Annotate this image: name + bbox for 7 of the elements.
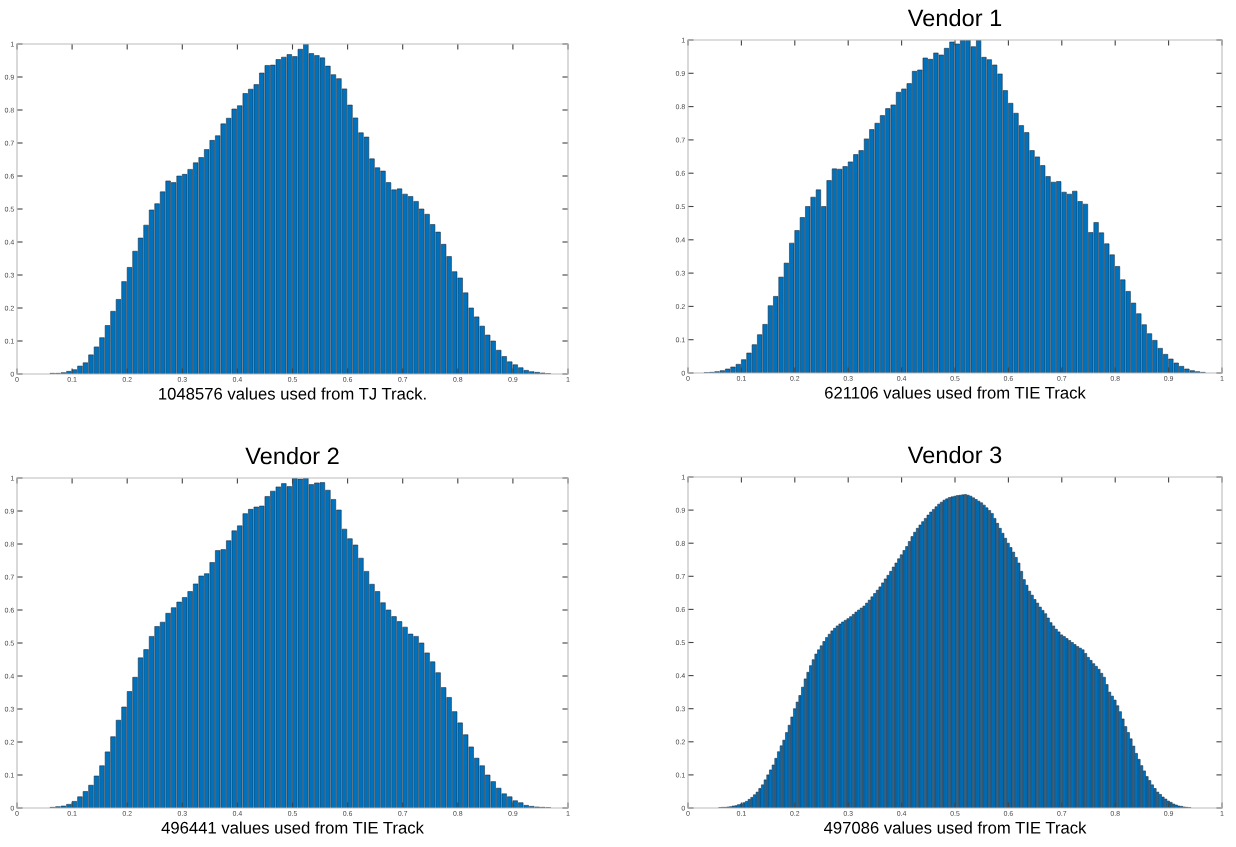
x-axis-title: 496441 values used from TIE Track <box>161 821 424 834</box>
chart-title: Vendor 3 <box>907 446 1002 464</box>
chart-title: Vendor 2 <box>245 447 339 465</box>
x-axis-title: 621106 values used from TIE Track <box>825 386 1086 399</box>
x-axis-title: 1048576 values used from TJ Track. <box>159 387 426 400</box>
chart-title: Vendor 1 <box>907 9 1002 27</box>
x-axis-title: 497086 values used from TIE Track <box>823 821 1087 834</box>
